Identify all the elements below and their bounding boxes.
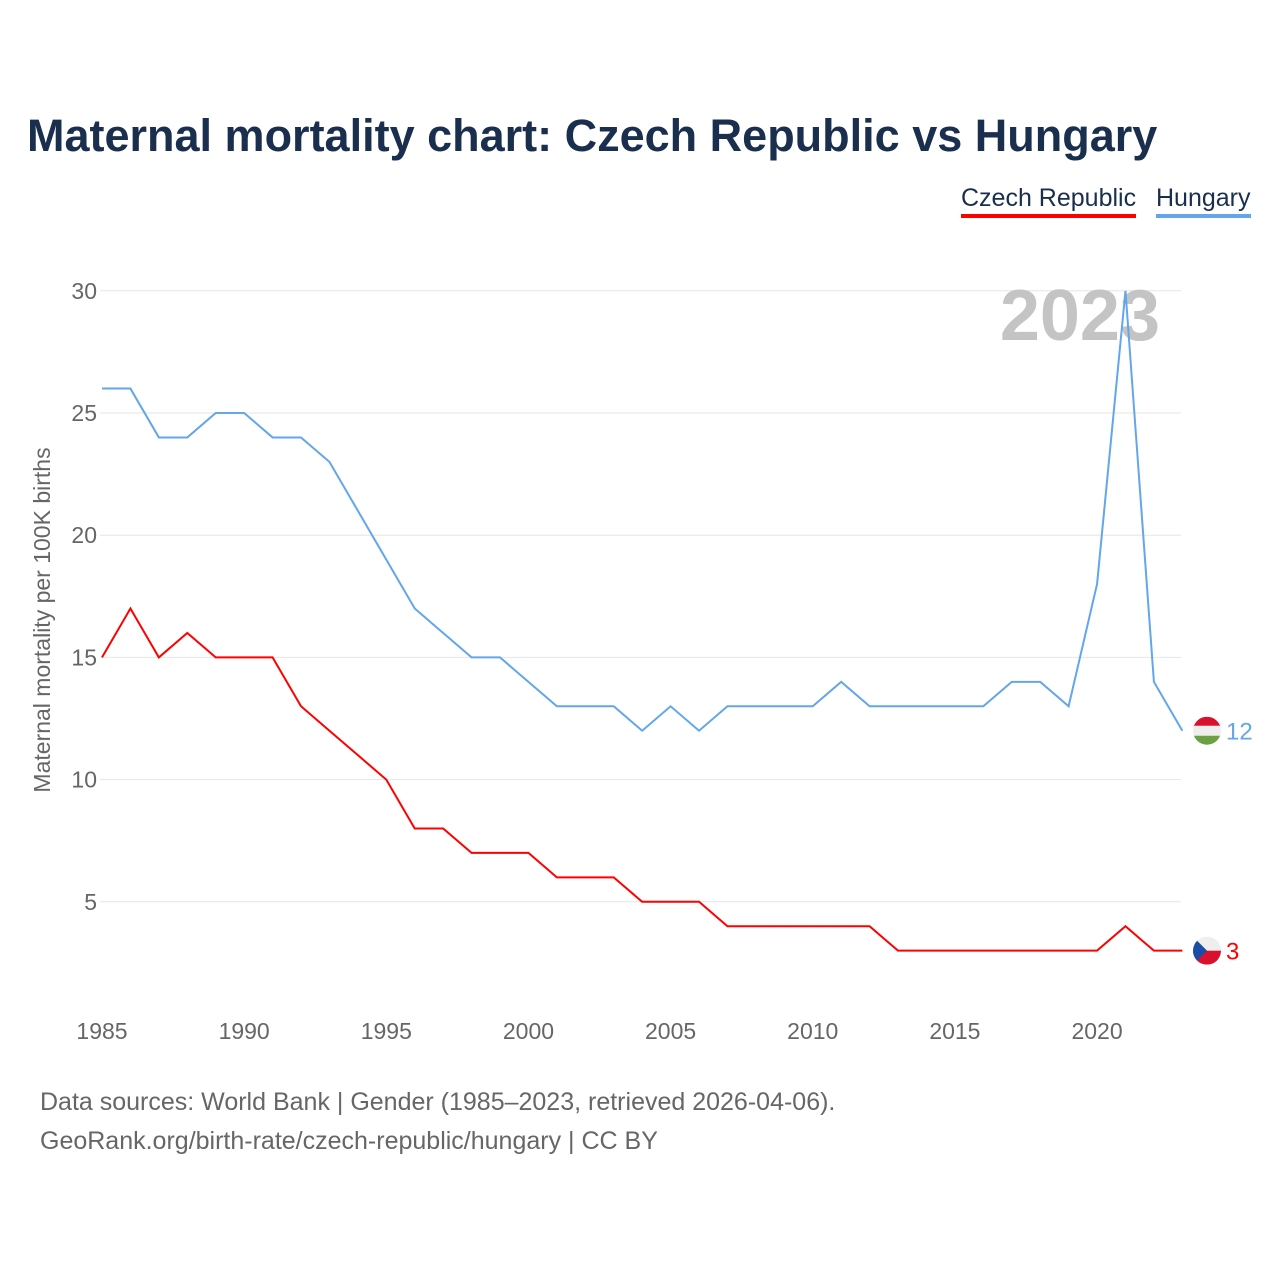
x-tick-label: 1990 <box>219 1018 270 1044</box>
y-tick-label: 25 <box>71 400 97 426</box>
y-tick-label: 10 <box>71 767 97 793</box>
data-sources: Data sources: World Bank | Gender (1985–… <box>40 1088 836 1116</box>
x-tick-label: 2010 <box>787 1018 838 1044</box>
series-line-hungary <box>102 290 1184 733</box>
legend-czech-republic[interactable]: Czech Republic <box>961 184 1137 218</box>
y-tick-label: 15 <box>71 644 97 670</box>
y-tick-label: 5 <box>84 889 97 915</box>
x-tick-label: 1985 <box>76 1018 127 1044</box>
x-tick-label: 1995 <box>361 1018 412 1044</box>
end-value-label: 3 <box>1226 939 1239 966</box>
series-line-czech-republic <box>101 606 1183 952</box>
y-tick-label: 30 <box>71 278 97 304</box>
x-tick-label: 2020 <box>1071 1018 1122 1044</box>
y-tick-label: 20 <box>71 522 97 548</box>
legend-hungary[interactable]: Hungary <box>1156 184 1251 218</box>
end-value-label: 12 <box>1226 719 1253 746</box>
y-axis-label: Maternal mortality per 100K births <box>29 447 55 792</box>
year-watermark: 2023 <box>1000 276 1160 356</box>
x-tick-label: 2000 <box>503 1018 554 1044</box>
x-tick-label: 2005 <box>645 1018 696 1044</box>
hungary-flag-icon <box>1193 716 1221 745</box>
chart-title: Maternal mortality chart: Czech Republic… <box>27 110 1158 161</box>
credit-link[interactable]: GeoRank.org/birth-rate/czech-republic/hu… <box>40 1127 658 1155</box>
czech-flag-icon <box>1193 936 1221 965</box>
x-tick-label: 2015 <box>929 1018 980 1044</box>
